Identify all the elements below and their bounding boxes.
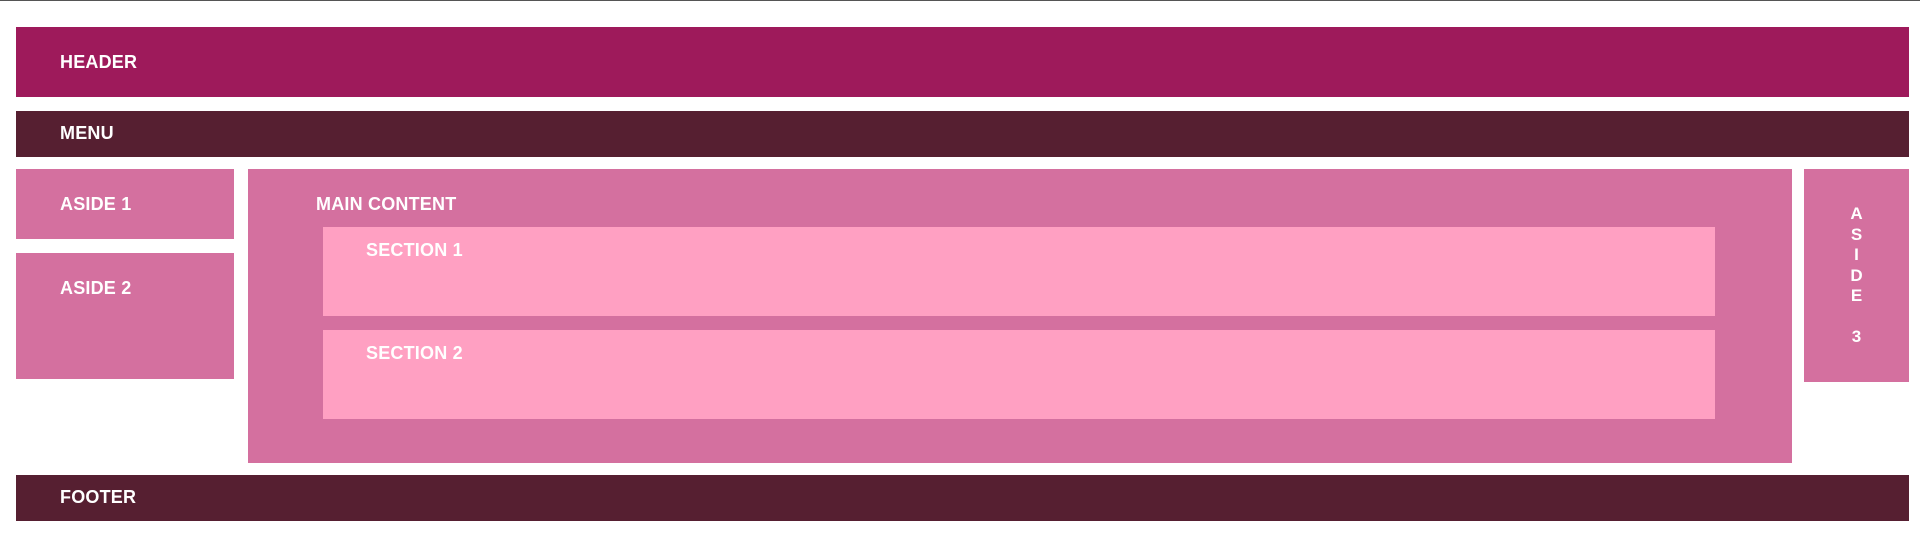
header: HEADER bbox=[16, 27, 1909, 97]
aside-1-label: ASIDE 1 bbox=[60, 194, 132, 214]
section-1-label: SECTION 1 bbox=[366, 240, 463, 260]
menu-bar[interactable]: MENU bbox=[16, 111, 1909, 157]
aside-2: ASIDE 2 bbox=[16, 253, 234, 379]
section-2: SECTION 2 bbox=[323, 330, 1715, 419]
menu-label: MENU bbox=[60, 123, 114, 143]
footer-label: FOOTER bbox=[60, 487, 137, 507]
main-content-label: MAIN CONTENT bbox=[316, 194, 457, 214]
aside-1: ASIDE 1 bbox=[16, 169, 234, 239]
aside-2-label: ASIDE 2 bbox=[60, 278, 132, 298]
footer: FOOTER bbox=[16, 475, 1909, 521]
header-label: HEADER bbox=[60, 52, 138, 72]
section-1: SECTION 1 bbox=[323, 227, 1715, 316]
main-content: MAIN CONTENT SECTION 1 SECTION 2 bbox=[248, 169, 1792, 463]
section-2-label: SECTION 2 bbox=[366, 343, 463, 363]
